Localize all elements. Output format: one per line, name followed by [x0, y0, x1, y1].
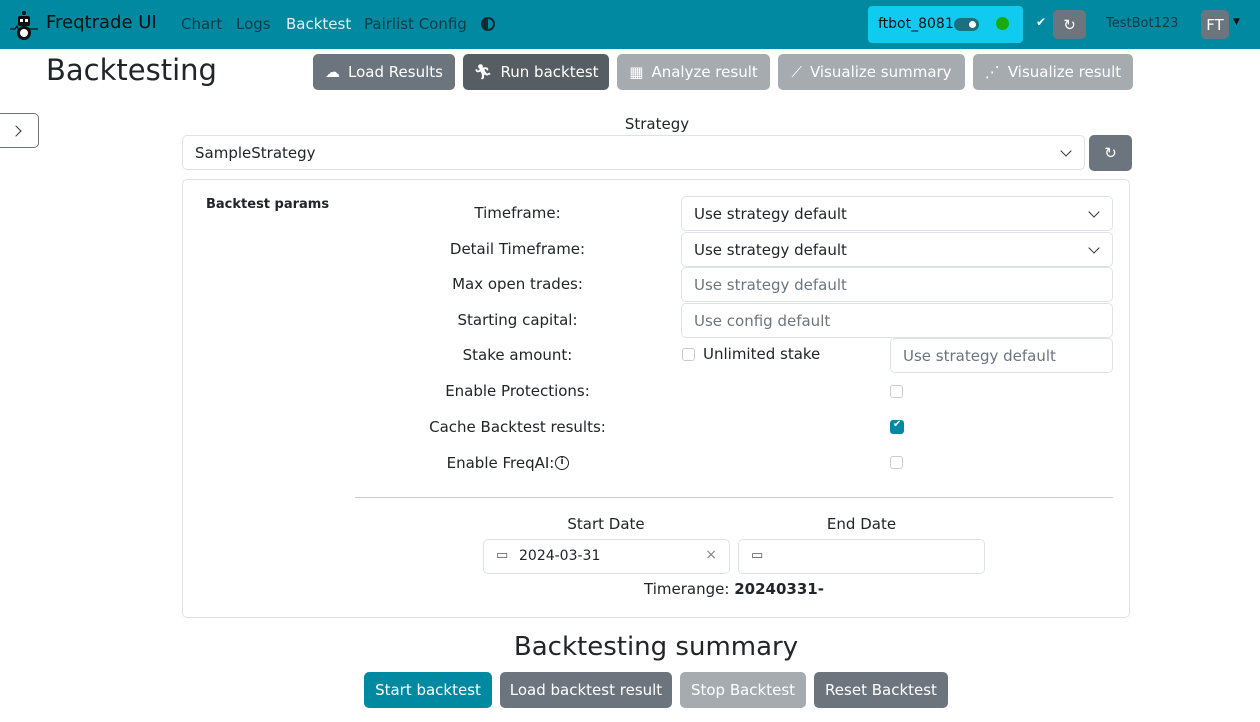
stop-backtest-button[interactable]: Stop Backtest: [680, 672, 806, 708]
visualize-result-button[interactable]: ⋰ Visualize result: [973, 54, 1133, 90]
start-backtest-button[interactable]: Start backtest: [364, 672, 492, 708]
nav-link-chart[interactable]: Chart: [181, 15, 223, 33]
enable-freqai-checkbox[interactable]: [890, 456, 903, 469]
run-backtest-button[interactable]: 🏃︎ Run backtest: [463, 54, 609, 90]
user-name[interactable]: TestBot123: [1106, 16, 1179, 31]
status-indicator-icon: [996, 17, 1009, 30]
detail-timeframe-value: Use strategy default: [694, 241, 847, 259]
button-label: Visualize result: [1007, 63, 1122, 81]
bot-selector[interactable]: ftbot_8081: [868, 6, 1023, 43]
starting-capital-input[interactable]: Use config default: [681, 303, 1113, 338]
brand-title[interactable]: Freqtrade UI: [46, 12, 157, 33]
enable-protections-checkbox[interactable]: [890, 385, 903, 398]
max-open-trades-label: Max open trades:: [452, 275, 583, 293]
params-heading: Backtest params: [206, 197, 330, 212]
timeframe-select[interactable]: Use strategy default: [681, 196, 1113, 231]
chart-line-icon: ⟋: [791, 63, 802, 81]
chevron-down-icon: [1060, 145, 1072, 157]
button-label: Run backtest: [500, 63, 599, 81]
sidebar-toggle-button[interactable]: [0, 113, 39, 148]
summary-title: Backtesting summary: [513, 632, 799, 662]
cache-results-label: Cache Backtest results:: [429, 418, 606, 436]
button-label: Visualize summary: [809, 63, 952, 81]
start-date-input[interactable]: ▭ 2024-03-31 ×: [483, 539, 730, 574]
analyze-result-button[interactable]: ▦ Analyze result: [617, 54, 770, 90]
check-icon: ✔: [1036, 15, 1047, 29]
chevron-right-icon: [10, 125, 22, 137]
table-icon: ▦: [629, 63, 644, 81]
button-label: Analyze result: [651, 63, 758, 81]
unlimited-stake-checkbox[interactable]: [682, 348, 695, 361]
divider: [355, 497, 1113, 498]
navbar: Freqtrade UI Chart Logs Backtest Pairlis…: [0, 0, 1260, 49]
backtest-params-card: [182, 179, 1130, 618]
calendar-icon: ▭: [496, 548, 509, 563]
chevron-down-icon: [1088, 206, 1100, 218]
timerange-label: Timerange:: [644, 580, 730, 598]
avatar[interactable]: FT: [1201, 10, 1229, 39]
strategy-label: Strategy: [624, 115, 690, 133]
enable-protections-label: Enable Protections:: [445, 382, 590, 400]
caret-down-icon[interactable]: ▼: [1233, 17, 1240, 27]
chart-scatter-icon: ⋰: [984, 63, 1000, 81]
load-backtest-result-button[interactable]: Load backtest result: [500, 672, 672, 708]
clear-icon[interactable]: ×: [705, 547, 717, 563]
nav-link-logs[interactable]: Logs: [236, 15, 271, 33]
enable-freqai-label: Enable FreqAI:: [446, 454, 555, 472]
cache-results-checkbox[interactable]: ✔: [890, 419, 904, 434]
timeframe-value: Use strategy default: [694, 205, 847, 223]
refresh-strategies-button[interactable]: ↻: [1089, 135, 1132, 171]
timerange: Timerange: 20240331-: [483, 580, 985, 598]
strategy-value: SampleStrategy: [195, 144, 316, 162]
check-icon: ✔: [893, 419, 902, 430]
button-label: Load Results: [348, 63, 443, 81]
freqtrade-logo-icon: [10, 11, 38, 40]
info-icon[interactable]: i: [555, 456, 569, 470]
timeframe-label: Timeframe:: [474, 204, 561, 222]
nav-link-backtest[interactable]: Backtest: [286, 15, 352, 33]
unlimited-stake-label: Unlimited stake: [703, 345, 821, 363]
theme-toggle-icon[interactable]: [480, 16, 496, 32]
start-date-label: Start Date: [567, 515, 645, 533]
refresh-bots-button[interactable]: ↻: [1053, 10, 1086, 39]
max-open-trades-input[interactable]: Use strategy default: [681, 267, 1113, 302]
reset-backtest-button[interactable]: Reset Backtest: [814, 672, 948, 708]
page-title: Backtesting: [46, 53, 217, 87]
bot-online-toggle[interactable]: [954, 18, 979, 31]
stake-amount-input[interactable]: Use strategy default: [890, 338, 1113, 373]
visualize-summary-button[interactable]: ⟋ Visualize summary: [778, 54, 965, 90]
start-date-value: 2024-03-31: [519, 548, 601, 564]
starting-capital-label: Starting capital:: [457, 311, 578, 329]
nav-link-pairlist-config[interactable]: Pairlist Config: [364, 15, 467, 33]
strategy-select[interactable]: SampleStrategy: [182, 135, 1085, 170]
detail-timeframe-label: Detail Timeframe:: [449, 240, 586, 258]
refresh-icon: ↻: [1104, 144, 1117, 162]
stake-amount-label: Stake amount:: [462, 346, 573, 364]
timerange-value: 20240331-: [734, 580, 824, 598]
bot-name: ftbot_8081: [878, 16, 954, 32]
chevron-down-icon: [1088, 242, 1100, 254]
refresh-icon: ↻: [1063, 15, 1076, 34]
end-date-input[interactable]: ▭: [738, 539, 985, 574]
detail-timeframe-select[interactable]: Use strategy default: [681, 232, 1113, 267]
load-results-button[interactable]: ☁ Load Results: [313, 54, 455, 90]
cloud-download-icon: ☁: [325, 63, 341, 81]
run-icon: 🏃︎: [473, 63, 493, 81]
end-date-label: End Date: [826, 515, 897, 533]
calendar-icon: ▭: [751, 548, 764, 563]
